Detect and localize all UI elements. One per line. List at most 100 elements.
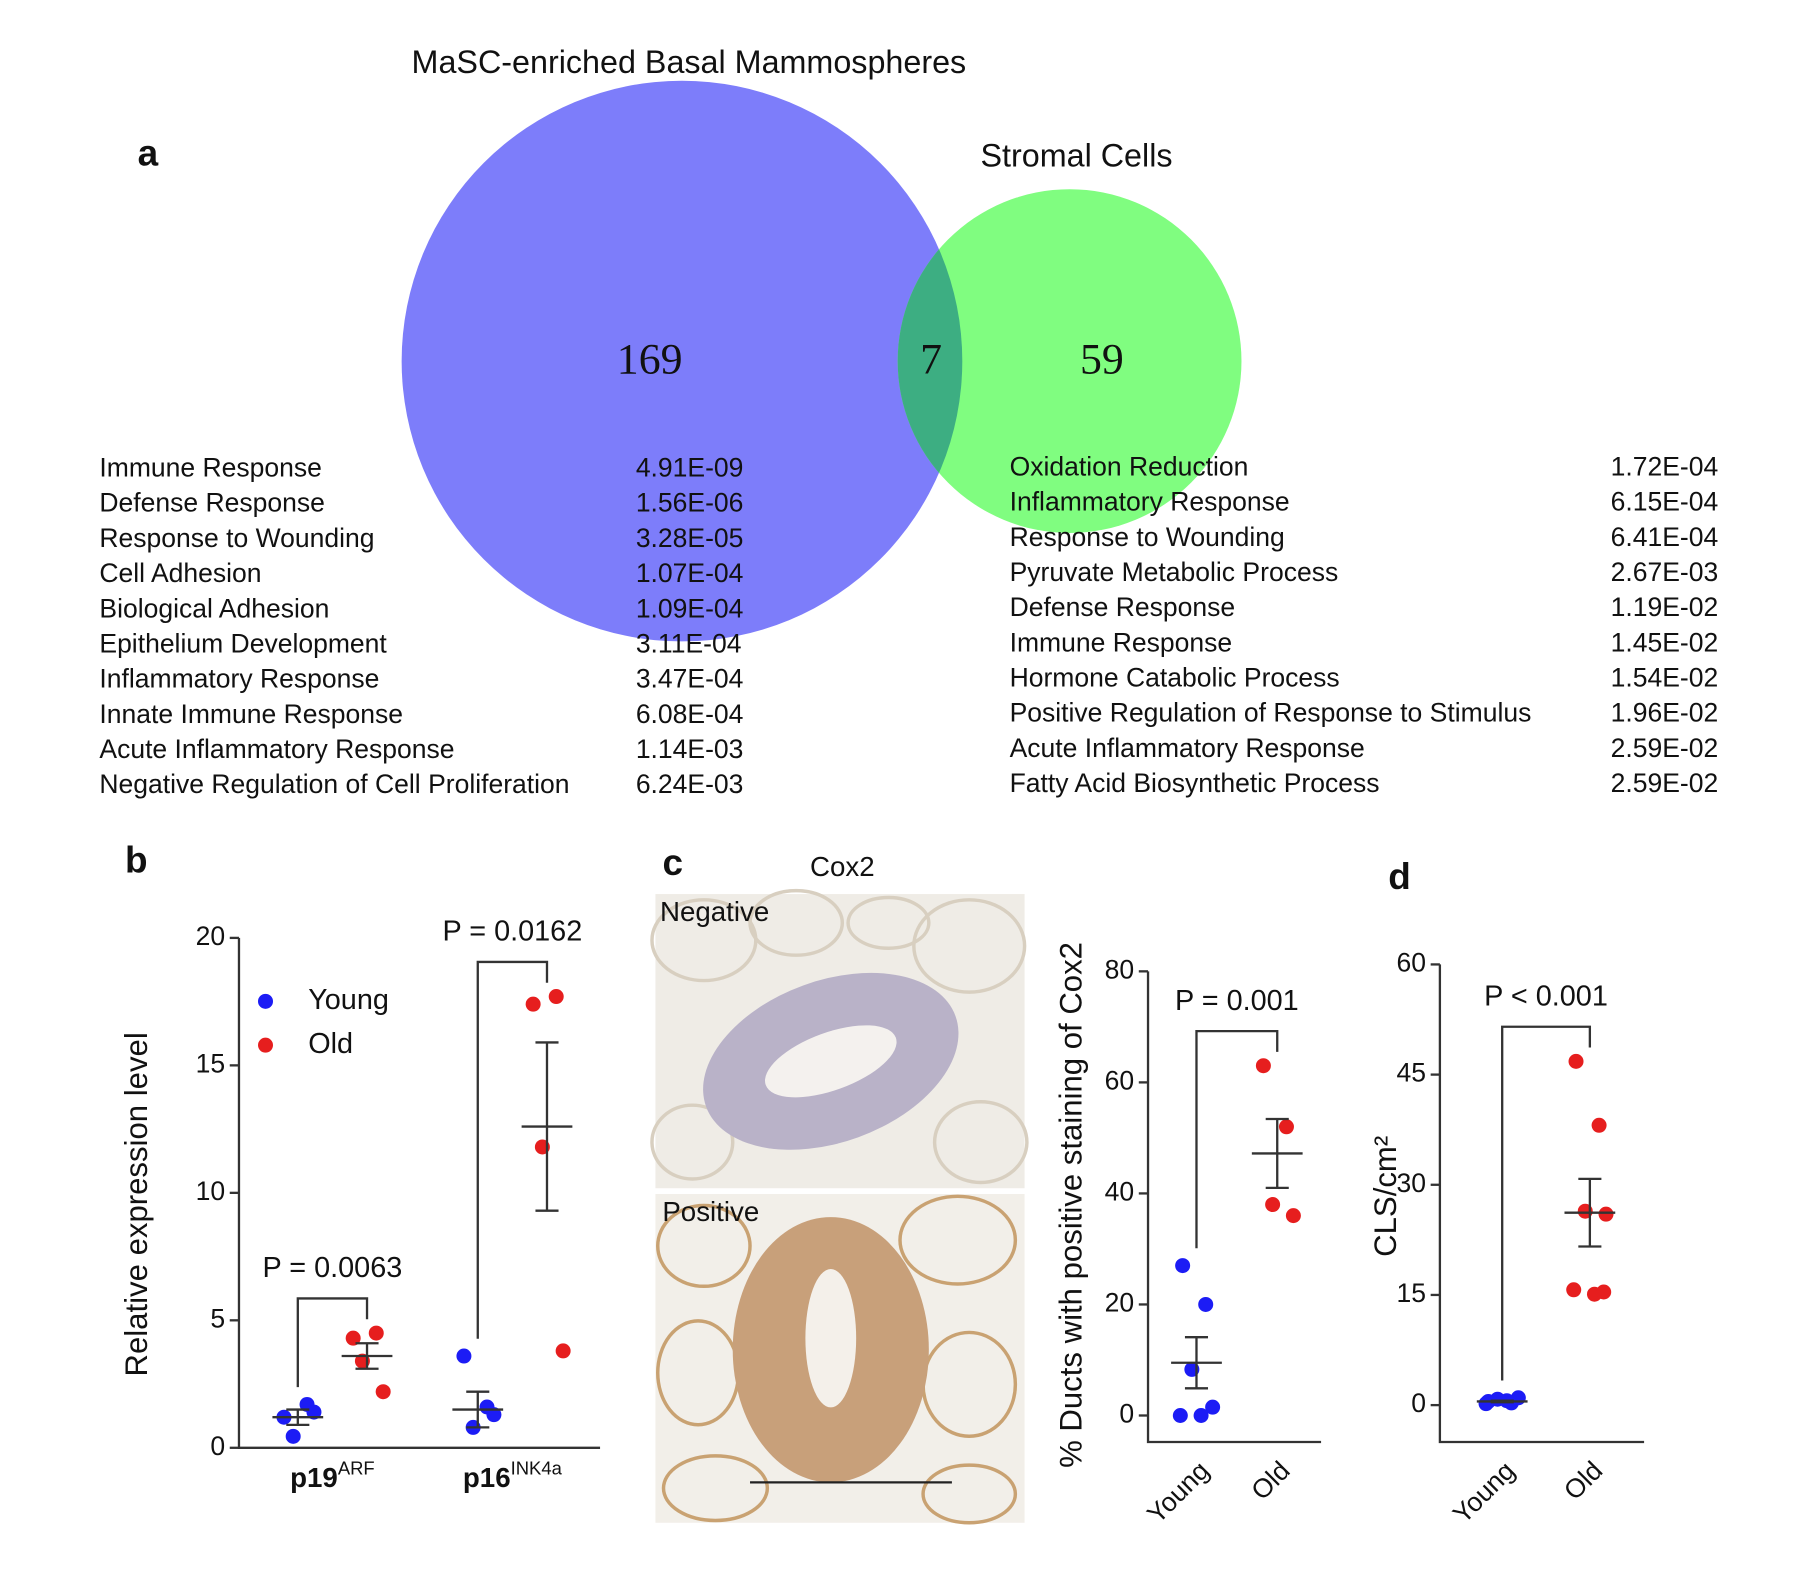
term-name: Fatty Acid Biosynthetic Process [1010, 768, 1380, 798]
term-p-value: 6.08E-04 [636, 699, 744, 729]
data-point [1172, 1407, 1188, 1423]
panel-label: b [125, 840, 148, 881]
data-point [1566, 1282, 1582, 1298]
term-name: Immune Response [1010, 627, 1233, 657]
data-point [1198, 1296, 1214, 1312]
data-point [1193, 1407, 1209, 1423]
venn-set [401, 80, 963, 642]
term-p-value: 2.59E-02 [1611, 768, 1719, 798]
term-p-value: 6.15E-04 [1611, 487, 1719, 517]
error-bar [535, 1041, 559, 1212]
significance-bracket [1501, 1025, 1592, 1381]
term-p-value: 1.07E-04 [636, 558, 744, 588]
y-tick-label: 60 [1105, 1065, 1135, 1095]
error-bar [286, 1408, 310, 1427]
data-point [486, 1407, 502, 1423]
term-name: Oxidation Reduction [1010, 451, 1249, 481]
y-tick-label: 5 [210, 1303, 225, 1333]
category-superscript: ARF [338, 1458, 375, 1479]
legend-label: Young [308, 984, 389, 1016]
p-value-annotation: P = 0.0162 [443, 916, 583, 948]
data-point [525, 996, 541, 1012]
error-bar [1184, 1336, 1209, 1390]
term-name: Biological Adhesion [99, 593, 329, 623]
venn-count: 59 [1080, 335, 1124, 383]
data-point [306, 1404, 322, 1420]
error-bar [1578, 1177, 1602, 1248]
data-point [456, 1348, 472, 1364]
panel-label: c [662, 842, 683, 883]
term-name: Inflammatory Response [1010, 487, 1290, 517]
x-tick-label: Young [1447, 1455, 1521, 1529]
y-tick-label: 0 [1119, 1399, 1134, 1429]
data-point [1175, 1258, 1191, 1274]
term-p-value: 2.67E-03 [1611, 557, 1719, 587]
micrograph-positive [655, 1194, 1025, 1525]
data-point [375, 1384, 391, 1400]
term-name: Pyruvate Metabolic Process [1010, 557, 1339, 587]
term-p-value: 3.11E-04 [636, 628, 742, 658]
term-p-value: 1.56E-06 [636, 488, 744, 518]
legend-marker [258, 993, 274, 1009]
data-point [555, 1343, 571, 1359]
micrograph-negative [650, 888, 1029, 1189]
axis-line [1438, 964, 1645, 1444]
y-tick-label: 0 [210, 1431, 225, 1461]
significance-bracket [1195, 1029, 1279, 1249]
y-tick-label: 15 [196, 1048, 226, 1078]
error-bar [355, 1342, 379, 1370]
term-name: Epithelium Development [99, 628, 387, 658]
data-point [1478, 1396, 1494, 1412]
y-tick-label: 0 [1411, 1388, 1426, 1418]
term-p-value: 1.09E-04 [636, 593, 744, 623]
y-axis-label: Relative expression level [119, 1032, 154, 1376]
significance-bracket [296, 1297, 369, 1388]
data-point [548, 989, 564, 1005]
term-p-value: 1.14E-03 [636, 734, 744, 764]
legend-label: Old [308, 1028, 353, 1060]
data-point [1278, 1119, 1294, 1135]
data-point [368, 1325, 384, 1341]
term-name: Defense Response [1010, 592, 1236, 622]
x-tick-label: Young [1141, 1455, 1215, 1529]
set-label: MaSC-enriched Basal Mammospheres [412, 44, 967, 80]
data-point [1591, 1117, 1607, 1133]
image-label: Positive [662, 1196, 759, 1227]
panel-label: d [1388, 856, 1411, 897]
term-name: Immune Response [99, 453, 322, 483]
y-tick-label: 80 [1105, 954, 1135, 984]
y-tick-label: 20 [196, 921, 226, 951]
term-name: Negative Regulation of Cell Proliferatio… [99, 769, 569, 799]
y-tick-label: 45 [1397, 1058, 1427, 1088]
y-tick-label: 20 [1105, 1287, 1135, 1317]
category-superscript: INK4a [511, 1458, 563, 1479]
term-name: Cell Adhesion [99, 558, 261, 588]
data-point [1598, 1206, 1614, 1222]
term-p-value: 1.19E-02 [1611, 592, 1719, 622]
term-name: Hormone Catabolic Process [1010, 662, 1340, 692]
y-tick-label: 10 [196, 1176, 226, 1206]
data-point [1205, 1399, 1221, 1415]
p-value-annotation: P = 0.001 [1175, 985, 1299, 1017]
error-bar [466, 1390, 490, 1429]
term-p-value: 4.91E-09 [636, 453, 744, 483]
image-label: Negative [660, 896, 769, 927]
data-point [1265, 1197, 1281, 1213]
y-tick-label: 30 [1397, 1168, 1427, 1198]
set-label: Stromal Cells [980, 138, 1172, 174]
p-value-annotation: P < 0.001 [1484, 981, 1608, 1013]
term-name: Inflammatory Response [99, 664, 379, 694]
term-name: Positive Regulation of Response to Stimu… [1010, 698, 1532, 728]
image-title: Cox2 [810, 851, 875, 882]
venn-set [897, 189, 1242, 533]
x-tick-label: Old [1245, 1455, 1295, 1505]
term-name: Acute Inflammatory Response [1010, 733, 1365, 763]
y-tick-label: 40 [1105, 1176, 1135, 1206]
term-name: Acute Inflammatory Response [99, 734, 454, 764]
term-p-value: 6.41E-04 [1611, 522, 1719, 552]
data-point [1285, 1208, 1301, 1224]
venn-count: 7 [920, 335, 942, 383]
x-tick-label: p19ARF [290, 1458, 375, 1494]
term-p-value: 1.45E-02 [1611, 627, 1719, 657]
